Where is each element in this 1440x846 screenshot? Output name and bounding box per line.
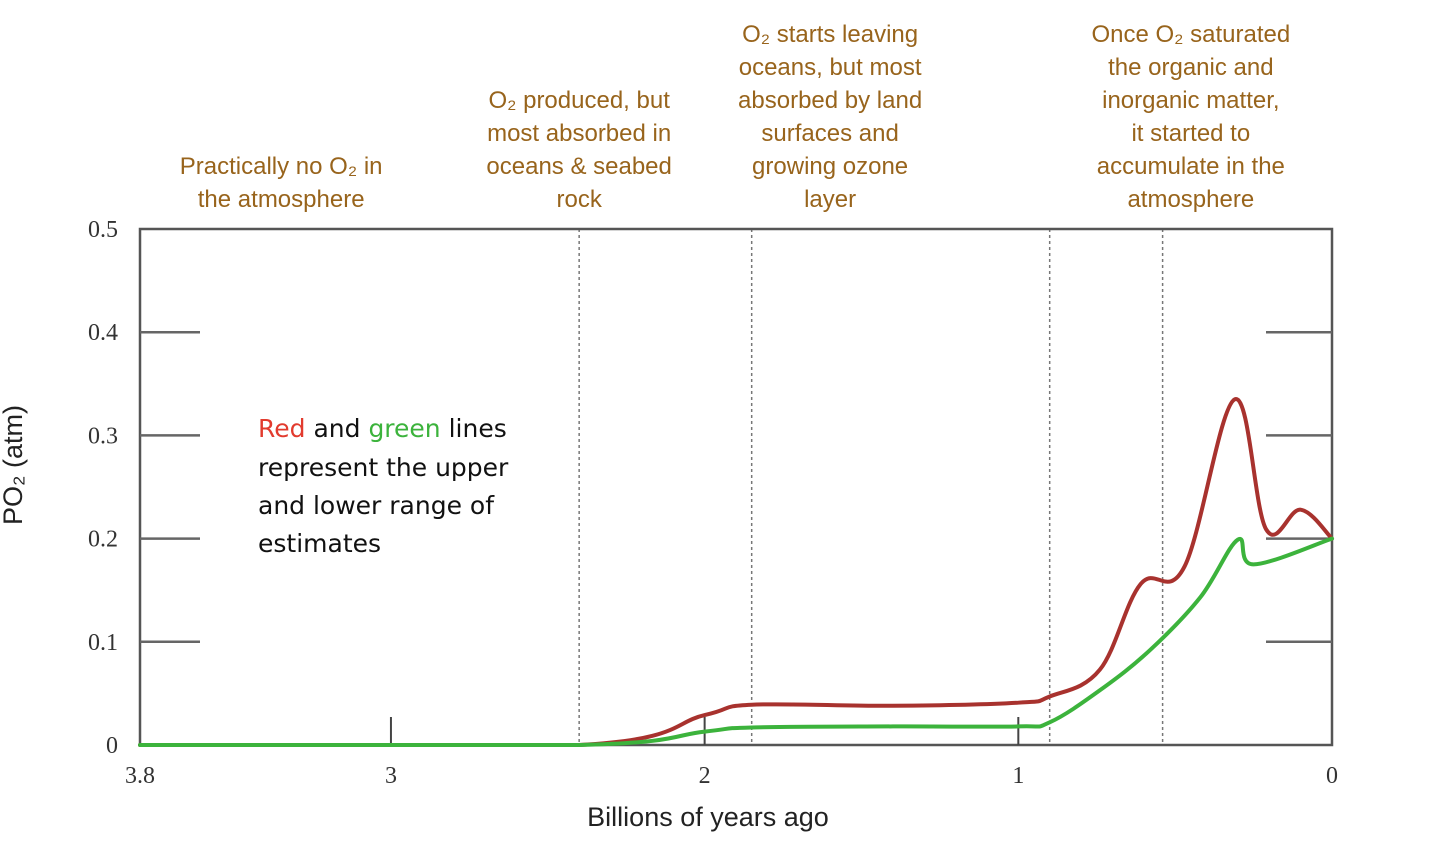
stage-annotations: Practically no O₂ in the atmosphere O₂ pro… xyxy=(180,21,1290,213)
x-tick-label: 0 xyxy=(1326,763,1338,789)
legend-green-word: green xyxy=(368,414,440,443)
lower-estimate-line xyxy=(138,536,1334,748)
legend-note-line-3: and lower range of xyxy=(258,491,495,520)
legend-note-line-4: estimates xyxy=(258,529,381,558)
stage-annotation-line: Practically no O₂ in xyxy=(180,153,383,180)
stage-annotation-line: surfaces and xyxy=(761,120,898,147)
stage-annotation-line: inorganic matter, xyxy=(1102,87,1279,114)
stage-annotation-line: layer xyxy=(804,186,856,213)
y-tick-label: 0.3 xyxy=(88,423,118,449)
stage-annotation-line: oceans, but most xyxy=(739,54,922,81)
stage-annotation-line: the organic and xyxy=(1108,54,1273,81)
stage-annotation-line: O₂ produced, but xyxy=(488,87,670,114)
legend-note-line-1: Red and green lines xyxy=(258,414,507,443)
stage-annotation-line: rock xyxy=(556,186,602,213)
x-tick-label: 1 xyxy=(1012,763,1024,789)
y-axis-label: PO₂ (atm) xyxy=(0,405,28,525)
x-tick-label: 2 xyxy=(699,763,711,789)
legend-and-word: and xyxy=(306,414,369,443)
stage-annotation-line: growing ozone xyxy=(752,153,908,180)
stage-annotation-line: it started to xyxy=(1131,120,1250,147)
stage-boundaries xyxy=(578,229,1164,745)
stage-annotation-line: accumulate in the xyxy=(1097,153,1285,180)
stage-annotation-line: atmosphere xyxy=(1127,186,1254,213)
stage-annotation-line: most absorbed in xyxy=(487,120,671,147)
x-axis-label: Billions of years ago xyxy=(587,802,829,832)
stage-annotation-line: absorbed by land xyxy=(738,87,922,114)
legend-red-word: Red xyxy=(258,414,306,443)
y-tick-label: 0.2 xyxy=(88,527,118,553)
y-tick-label: 0 xyxy=(106,733,118,759)
stage-annotation-line: Once O₂ saturated xyxy=(1091,21,1290,48)
legend-note-line-2: represent the upper xyxy=(258,453,509,482)
series-lines xyxy=(138,397,1334,748)
plot-frame xyxy=(138,227,1334,747)
y-tick-label: 0.1 xyxy=(88,630,118,656)
y-tick-label: 0.4 xyxy=(88,320,118,346)
stage-annotation-line: the atmosphere xyxy=(198,186,365,213)
x-tick-label: 3 xyxy=(385,763,397,789)
legend-lines-word: lines xyxy=(441,414,507,443)
stage-annotation-line: oceans & seabed xyxy=(486,153,671,180)
upper-estimate-line xyxy=(138,397,1334,748)
stage-annotation-line: O₂ starts leaving xyxy=(742,21,918,48)
x-tick-label: 3.8 xyxy=(125,763,155,789)
axes: 0 0.1 0.2 0.3 0.4 0.5 3.8 3 2 1 0 xyxy=(88,217,1338,789)
y-tick-label: 0.5 xyxy=(88,217,118,243)
